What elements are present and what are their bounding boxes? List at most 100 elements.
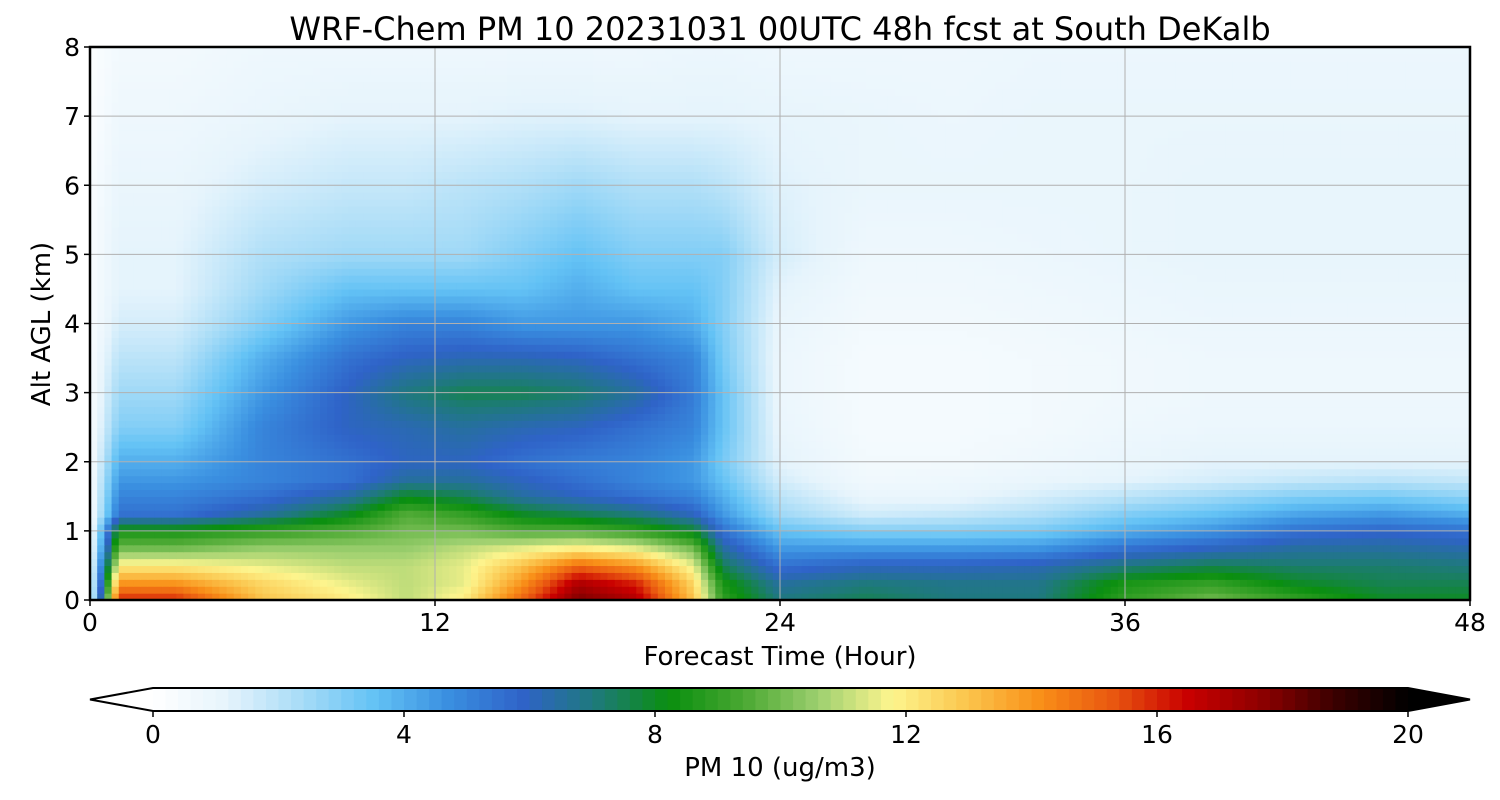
contour-cell <box>1117 551 1126 560</box>
contour-cell <box>557 468 565 477</box>
contour-cell <box>952 496 961 504</box>
contour-cell <box>348 447 357 456</box>
contour-cell <box>1074 447 1083 456</box>
contour-cell <box>1426 517 1435 525</box>
contour-cell <box>1268 586 1277 594</box>
contour-cell <box>995 475 1004 484</box>
contour-cell <box>880 496 889 504</box>
contour-cell <box>1232 572 1241 580</box>
contour-cell <box>715 468 724 477</box>
contour-cell <box>427 537 436 546</box>
contour-cell <box>140 441 149 449</box>
contour-cell <box>377 565 386 573</box>
contour-cell <box>636 420 645 428</box>
contour-cell <box>269 551 278 560</box>
contour-cell <box>140 572 149 580</box>
contour-cell <box>1189 447 1198 456</box>
contour-cell <box>255 427 264 435</box>
contour-cell <box>909 517 918 525</box>
contour-cell <box>176 489 185 497</box>
contour-cell <box>312 523 321 532</box>
contour-cell <box>183 593 192 600</box>
contour-cell <box>665 593 673 600</box>
contour-cell <box>650 427 659 435</box>
contour-cell <box>514 586 522 594</box>
contour-cell <box>1347 503 1356 511</box>
contour-cell <box>722 468 731 477</box>
contour-cell <box>844 530 853 539</box>
contour-cell <box>399 420 407 428</box>
contour-cell <box>542 475 551 484</box>
contour-cell <box>1074 537 1083 546</box>
contour-cell <box>629 496 637 504</box>
contour-cell <box>859 530 867 539</box>
contour-cell <box>197 489 206 497</box>
contour-cell <box>456 579 465 587</box>
contour-cell <box>736 593 745 600</box>
contour-cell <box>815 441 824 449</box>
contour-cell <box>578 420 587 428</box>
contour-cell <box>930 489 939 497</box>
contour-cell <box>1024 461 1033 470</box>
contour-cell <box>1232 579 1241 587</box>
contour-cell <box>276 537 285 546</box>
contour-cell <box>449 503 458 511</box>
contour-cell <box>550 447 558 456</box>
contour-cell <box>557 489 565 497</box>
contour-cell <box>600 510 609 518</box>
contour-cell <box>1319 475 1327 484</box>
contour-cell <box>118 523 127 532</box>
contour-cell <box>1031 510 1040 518</box>
contour-cell <box>1369 537 1378 546</box>
contour-cell <box>348 551 357 560</box>
contour-cell <box>1139 468 1148 477</box>
contour-cell <box>506 537 515 546</box>
contour-cell <box>535 447 544 456</box>
contour-cell <box>1038 544 1047 553</box>
contour-cell <box>154 544 163 553</box>
contour-cell <box>808 565 817 573</box>
contour-cell <box>1168 593 1176 600</box>
contour-cell <box>765 530 774 539</box>
contour-cell <box>1247 461 1255 470</box>
contour-cell <box>1103 537 1112 546</box>
contour-cell <box>90 544 98 553</box>
contour-cell <box>621 551 630 560</box>
contour-cell <box>1204 496 1212 504</box>
contour-cell <box>923 523 932 532</box>
contour-cell <box>226 537 235 546</box>
contour-cell <box>197 551 206 560</box>
contour-cell <box>1031 496 1040 504</box>
contour-cell <box>240 544 249 553</box>
contour-cell <box>183 530 192 539</box>
contour-cell <box>715 510 724 518</box>
contour-cell <box>1103 503 1112 511</box>
contour-cell <box>1053 544 1061 553</box>
contour-cell <box>463 530 472 539</box>
contour-cell <box>1412 593 1421 600</box>
contour-cell <box>1096 530 1105 539</box>
contour-cell <box>1268 565 1277 573</box>
contour-cell <box>959 530 968 539</box>
contour-cell <box>341 510 350 518</box>
contour-cell <box>866 593 875 600</box>
contour-cell <box>614 475 623 484</box>
contour-cell <box>1326 427 1335 435</box>
contour-cell <box>1204 558 1212 567</box>
contour-cell <box>435 544 443 553</box>
contour-cell <box>600 551 609 560</box>
contour-cell <box>420 496 429 504</box>
contour-cell <box>959 503 968 511</box>
contour-cell <box>1333 447 1342 456</box>
contour-cell <box>815 482 824 490</box>
chart-title: WRF-Chem PM 10 20231031 00UTC 48h fcst a… <box>289 10 1270 48</box>
contour-cell <box>1405 461 1414 470</box>
contour-cell <box>118 510 127 518</box>
contour-cell <box>485 468 494 477</box>
contour-cell <box>176 427 185 435</box>
contour-cell <box>564 579 573 587</box>
contour-cell <box>643 461 652 470</box>
contour-cell <box>887 427 896 435</box>
contour-cell <box>945 523 954 532</box>
contour-cell <box>478 482 486 490</box>
